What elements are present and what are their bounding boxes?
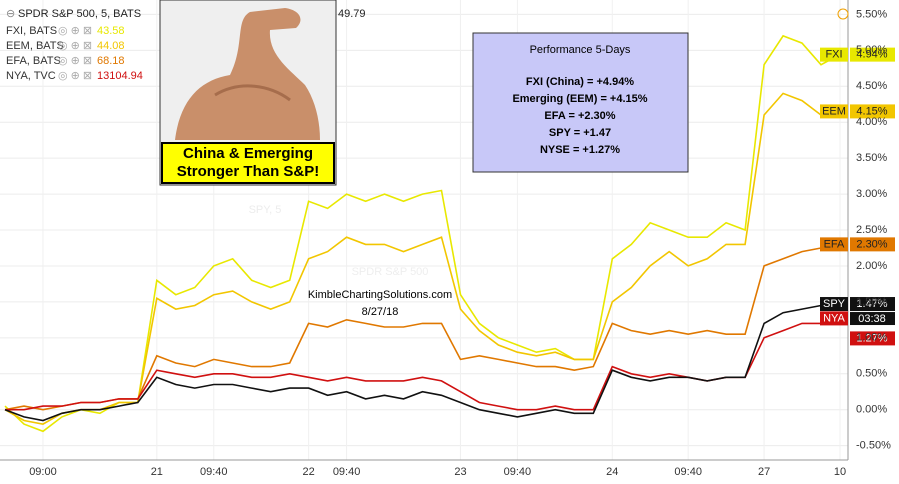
lines (4, 34, 841, 433)
caption-wrap: China & Emerging Stronger Than S&P! (176, 145, 320, 180)
header-value: 49.79 (338, 8, 366, 20)
arm-shade (214, 84, 291, 102)
end-name: EEM (822, 105, 846, 117)
watermark-symbol: SPY, 5 (249, 204, 282, 216)
end-name: EFA (824, 238, 845, 250)
info-line: NYSE = +1.27% (540, 144, 620, 156)
end-value-box (850, 331, 895, 346)
legend-value: 68.18 (97, 55, 125, 67)
end-name: SPY (823, 298, 846, 310)
y-tick-label: 2.50% (856, 224, 887, 236)
legend-buttons: ◎ ⊕ ⊠ (58, 70, 92, 82)
y-tick-label: 4.00% (856, 116, 887, 128)
legend-buttons: ◎ ⊕ ⊠ (58, 55, 92, 67)
image-caption: China & Emerging Stronger Than S&P! (176, 145, 320, 180)
x-tick-label: 09:40 (674, 466, 702, 478)
end-value: 1.27% (856, 332, 887, 344)
y-tick-label: 5.50% (856, 8, 887, 20)
y-tick-label: 2.00% (856, 260, 887, 272)
x-tick-label: 09:40 (333, 466, 361, 478)
end-value: 4.15% (856, 105, 887, 117)
y-tick-label: 3.50% (856, 152, 887, 164)
image: China & Emerging Stronger Than S&P! (159, 0, 337, 186)
info-box (472, 32, 689, 173)
series-line (4, 34, 841, 433)
legend-value: 43.58 (97, 25, 125, 37)
end-value: 4.94% (856, 49, 887, 61)
series-line (4, 92, 841, 425)
x-tick-label: 27 (758, 466, 770, 478)
y-tick-label: 4.50% (856, 80, 887, 92)
legend-label: FXI, BATS (6, 25, 57, 37)
end-value-box (850, 104, 895, 119)
alert-icon (837, 8, 849, 20)
legend-icon: ⊖ (6, 8, 15, 20)
x-tick-label: 24 (606, 466, 618, 478)
end-name-box (820, 104, 848, 119)
x-tick-label: 21 (151, 466, 163, 478)
countdown-box (850, 312, 895, 326)
end-value: 2.30% (856, 238, 887, 250)
legend-value: 44.08 (97, 40, 125, 52)
series-line (4, 243, 841, 411)
y-tick-label: 5.00% (856, 44, 887, 56)
legend-label: EEM, BATS (6, 40, 64, 52)
end-value-box (850, 47, 895, 62)
end-value-box (850, 237, 895, 252)
end-name: FXI (825, 49, 842, 61)
annotation: KimbleChartingSolutions.com (308, 289, 452, 301)
x-tick-label: 22 (303, 466, 315, 478)
end-labels: FXI 4.94% EEM 4.15% EFA 2.30% NYA 1.27% SPY 1.47%… (820, 47, 895, 346)
end-value: 1.47% (856, 298, 887, 310)
end-name-box (820, 311, 848, 326)
x-tick-label: 09:40 (200, 466, 228, 478)
y-tick-label: -0.50% (856, 440, 891, 452)
x-tick-label: 09:40 (504, 466, 532, 478)
info-line: SPY = +1.47 (549, 127, 611, 139)
y-tick-label: 1.00% (856, 332, 887, 344)
end-name-box (820, 47, 848, 62)
info-line: FXI (China) = +4.94% (526, 76, 634, 88)
legend-label: EFA, BATS (6, 55, 61, 67)
annotation: 8/27/18 (362, 306, 399, 318)
y-tick-label: 0.50% (856, 368, 887, 380)
info-line: EFA = +2.30% (544, 110, 615, 122)
x-tick-label: 23 (454, 466, 466, 478)
y-tick-label: 0.00% (856, 404, 887, 416)
y-tick-label: 3.00% (856, 188, 887, 200)
watermark-name: SPDR S&P 500 (352, 266, 429, 278)
end-name-box (820, 297, 848, 312)
grid (0, 0, 848, 460)
x-tick-label: 09:00 (29, 466, 57, 478)
info-line: Emerging (EEM) = +4.15% (512, 93, 647, 105)
legend-value: 13104.94 (97, 70, 143, 82)
end-value-box (850, 297, 895, 312)
info-lines: FXI (China) = +4.94% Emerging (EEM) = +4.… (512, 76, 647, 156)
x-tick-label: 10 (834, 466, 846, 478)
header-symbol: SPDR S&P 500, 5, BATS (18, 8, 141, 20)
legend-label: NYA, TVC (6, 70, 56, 82)
series-line (4, 303, 841, 422)
end-name-box (820, 237, 848, 252)
countdown: 03:38 (858, 313, 886, 325)
info-title: Performance 5-Days (530, 44, 631, 56)
end-name: NYA (823, 312, 845, 324)
legend-buttons: ◎ ⊕ ⊠ (58, 25, 92, 37)
arm (175, 8, 320, 140)
legend-buttons: ◎ ⊕ ⊠ (58, 40, 92, 52)
caption-box (161, 142, 335, 184)
y-tick-label: 1.50% (856, 296, 887, 308)
